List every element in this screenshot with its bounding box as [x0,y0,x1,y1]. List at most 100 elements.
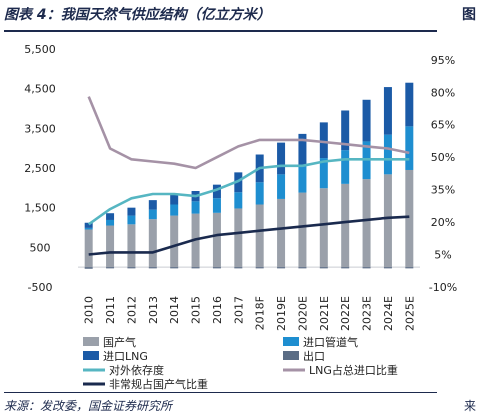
legend-label: 出口 [303,349,325,363]
x-tick-label: 2014 [168,296,181,324]
left-tick-label: -500 [28,281,53,294]
bar-国产气-2013 [148,219,157,268]
left-tick-label: 5,500 [24,43,56,56]
right-tick-label: -10% [429,281,457,294]
chart-title: 图表 4：我国天然气供应结构（亿立方米） [4,7,271,23]
x-tick-label: 2011 [104,296,117,324]
left-tick-label: 4,500 [24,83,56,96]
bar-进口管道气-2010 [84,227,93,230]
bar-国产气-2024E [383,174,392,268]
left-tick-label: 2,500 [24,162,56,175]
x-tick-label: 2024E [382,296,395,331]
bar-国产气-2025E [405,169,414,268]
x-tick-label: 2013 [147,296,160,324]
category-axis-labels: 2010 2011 2012 2013 2014 2015 2016 2017 2018F 201… [83,296,417,331]
x-tick-label: 2025E [403,296,416,331]
bar-进口管道气-2018F [255,182,264,205]
bar-进口LNG-2020E [298,133,307,166]
right-axis-ticks: -10% 5% 20% 35% 50% 65% 80% 95% [429,54,457,294]
bar-国产气-2014 [170,215,179,268]
bar-出口-2012 [127,267,136,269]
bar-进口LNG-2021E [319,122,328,159]
bar-国产气-2016 [212,212,221,268]
legend-label: 非常规占国产气比重 [109,377,208,391]
bar-国产气-2018F [255,204,264,268]
bar-进口管道气-2011 [106,219,115,226]
adjacent-source-fragment: 来 [464,399,477,413]
bar-进口管道气-2016 [212,198,221,213]
line-非常规占国产气比重 [88,215,410,256]
bar-进口管道气-2020E [298,165,307,193]
bar-国产气-2011 [106,225,115,268]
bar-进口管道气-2015 [191,201,200,214]
bar-国产气-2021E [319,188,328,268]
legend-swatch [283,337,299,346]
legend-label: 对外依存度 [109,363,164,377]
source-divider [4,392,437,393]
bar-出口-2011 [106,267,115,269]
bar-进口管道气-2021E [319,158,328,189]
bar-出口-2016 [212,267,221,269]
bar-进口LNG-2024E [383,87,392,135]
bar-进口管道气-2019E [277,174,286,199]
bar-进口管道气-2025E [405,126,414,170]
left-tick-label: 3,500 [24,122,56,135]
line-对外依存度 [87,158,410,226]
right-tick-label: 35% [431,184,455,197]
line-layer [87,96,410,256]
bar-国产气-2019E [277,198,286,268]
bar-出口-2023E [362,267,371,269]
bar-出口-2017 [234,267,243,269]
x-tick-label: 2023E [361,296,374,331]
bar-进口LNG-2023E [362,99,371,142]
left-axis-ticks: -500 500 1,500 2,500 3,500 4,500 5,500 [24,43,56,294]
bar-进口管道气-2024E [383,134,392,175]
x-tick-label: 2019E [275,296,288,331]
right-tick-label: 95% [431,54,455,67]
bar-进口LNG-2022E [341,110,350,151]
bar-进口LNG-2014 [170,193,179,205]
x-tick-label: 2021E [318,296,331,331]
bar-进口管道气-2012 [127,215,136,225]
x-tick-label: 2017 [232,296,245,324]
bar-layer [78,82,420,269]
bar-出口-2015 [191,267,200,269]
source-note: 来源：发改委，国金证券研究所 [4,399,173,413]
bar-出口-2010 [84,267,93,269]
bar-进口LNG-2019E [277,142,286,175]
bar-出口-2025E [405,267,414,269]
legend-label: 国产气 [103,335,136,349]
legend-label: 进口LNG [103,350,148,363]
x-tick-label: 2012 [125,296,138,324]
bar-进口LNG-2013 [148,200,157,210]
bar-国产气-2022E [341,183,350,268]
left-tick-label: 500 [30,241,51,254]
bar-出口-2021E [319,267,328,269]
right-tick-label: 65% [431,119,455,132]
bar-进口LNG-2025E [405,82,414,127]
bar-进口管道气-2014 [170,204,179,216]
left-tick-label: 1,500 [24,202,56,215]
right-tick-label: 20% [431,216,455,229]
right-tick-label: 50% [431,151,455,164]
bar-进口管道气-2017 [234,192,243,209]
legend-swatch [83,337,99,346]
x-tick-label: 2015 [190,296,203,324]
bar-进口LNG-2012 [127,207,136,216]
right-tick-label: 5% [434,249,451,262]
adjacent-figure-fragment: 图 [462,7,476,23]
bar-出口-2024E [383,267,392,269]
x-tick-label: 2016 [211,296,224,324]
legend-swatch [83,351,99,360]
bar-出口-2022E [341,267,350,269]
bar-出口-2020E [298,267,307,269]
right-tick-label: 80% [431,86,455,99]
legend-label: LNG占总进口比重 [309,363,398,377]
bar-国产气-2017 [234,208,243,268]
bar-国产气-2023E [362,179,371,268]
bar-出口-2018F [255,267,264,269]
bar-进口LNG-2016 [212,184,221,199]
bar-进口管道气-2022E [341,150,350,184]
line-LNG占总进口比重 [87,96,410,170]
